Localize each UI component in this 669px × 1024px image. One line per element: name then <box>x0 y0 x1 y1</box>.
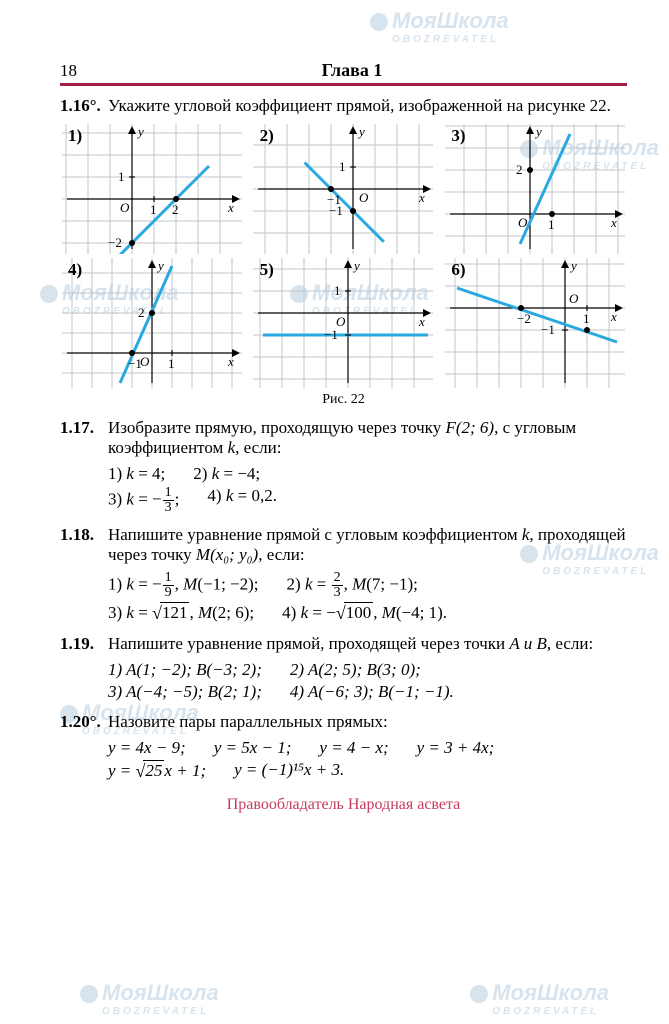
task-body: Напишите уравнение прямой с угловым коэф… <box>108 525 627 626</box>
sub-4: 4) k = 0,2. <box>207 486 277 515</box>
graph-6: 6) −2 1 −1 y x O <box>443 258 627 388</box>
sub-3: 3) A(−4; −5); B(2; 1); <box>108 682 262 702</box>
svg-text:1: 1 <box>548 217 555 232</box>
task-1-16: 1.16°. Укажите угловой коэффициент прямо… <box>60 96 627 116</box>
chapter-title: Глава 1 <box>77 60 627 81</box>
svg-text:2: 2 <box>138 305 145 320</box>
sub-4: 4) k = −√100, M(−4; 1). <box>282 602 447 624</box>
task-number: 1.20°. <box>60 712 108 784</box>
eq-4: y = 3 + 4x; <box>417 738 495 758</box>
watermark: МояШколаOBOZREVATEL <box>80 980 219 1017</box>
svg-text:−1: −1 <box>329 203 343 218</box>
task-number: 1.19. <box>60 634 108 704</box>
eq-1: y = 4x − 9; <box>108 738 186 758</box>
task-1-18: 1.18. Напишите уравнение прямой с угловы… <box>60 525 627 626</box>
svg-text:1: 1 <box>339 159 346 174</box>
svg-text:O: O <box>120 200 130 215</box>
sub-1: 1) k = −19, M(−1; −2); <box>108 571 259 600</box>
text: Изобразите прямую, проходящую через точк… <box>108 418 445 437</box>
svg-text:x: x <box>610 215 617 230</box>
eq-3: y = 4 − x; <box>319 738 388 758</box>
svg-text:1: 1 <box>150 202 157 217</box>
text: , если: <box>235 438 281 457</box>
svg-text:−1: −1 <box>324 327 338 342</box>
point: F(2; 6) <box>445 418 494 437</box>
svg-text:x: x <box>418 314 425 329</box>
svg-text:O: O <box>359 190 369 205</box>
svg-text:y: y <box>352 258 360 273</box>
svg-text:1: 1 <box>583 311 590 326</box>
svg-text:O: O <box>336 314 346 329</box>
task-number: 1.16°. <box>60 96 108 116</box>
graph-label: 4) <box>68 260 82 280</box>
page-content: 18 Глава 1 1.16°. Укажите угловой коэффи… <box>0 0 669 834</box>
svg-text:1: 1 <box>334 283 341 298</box>
svg-text:O: O <box>569 291 579 306</box>
svg-text:1: 1 <box>168 356 175 371</box>
svg-text:−2: −2 <box>517 311 531 326</box>
task-1-17: 1.17. Изобразите прямую, проходящую чере… <box>60 418 627 517</box>
graph-3: 3) 1 2 y x O <box>443 124 627 254</box>
svg-text:O: O <box>518 215 528 230</box>
svg-text:x: x <box>610 309 617 324</box>
text: Напишите уравнение прямой, проходящей че… <box>108 634 509 653</box>
task-1-19: 1.19. Напишите уравнение прямой, проходя… <box>60 634 627 704</box>
task-text: Укажите угловой коэффициент прямой, изоб… <box>108 96 627 116</box>
graph-label: 1) <box>68 126 82 146</box>
svg-text:y: y <box>156 258 164 273</box>
task-body: Изобразите прямую, проходящую через точк… <box>108 418 627 517</box>
graph-label: 6) <box>451 260 465 280</box>
sub-3: 3) k = −13; <box>108 486 179 515</box>
point: M(x₀; y₀) <box>196 545 258 564</box>
figure-22-graphs: 1)121−2yxO2)−11−1yxO3)12yxO4)−112yxO5)1−… <box>60 124 627 388</box>
ab: A и B <box>509 634 546 653</box>
svg-text:−2: −2 <box>108 235 122 250</box>
sub-2: 2) k = 23, M(7; −1); <box>287 571 418 600</box>
page-header: 18 Глава 1 <box>60 60 627 86</box>
eq-6: y = (−1)¹⁵x + 3. <box>234 760 344 782</box>
graph-label: 5) <box>260 260 274 280</box>
text: Напишите уравнение прямой с угловым коэф… <box>108 525 522 544</box>
sub-2: 2) k = −4; <box>193 464 260 484</box>
text: , если: <box>547 634 593 653</box>
figure-caption: Рис. 22 <box>60 392 627 408</box>
k: k <box>228 438 236 457</box>
eq-2: y = 5x − 1; <box>214 738 292 758</box>
svg-text:2: 2 <box>172 202 179 217</box>
sub-4: 4) A(−6; 3); B(−1; −1). <box>290 682 454 702</box>
sub-1: 1) A(1; −2); B(−3; 2); <box>108 660 262 680</box>
svg-text:x: x <box>227 354 234 369</box>
task-number: 1.18. <box>60 525 108 626</box>
sub-2: 2) A(2; 5); B(3; 0); <box>290 660 421 680</box>
sub-3: 3) k = √121, M(2; 6); <box>108 602 254 624</box>
graph-2: 2)−11−1yxO <box>252 124 436 254</box>
watermark: МояШколаOBOZREVATEL <box>470 980 609 1017</box>
task-body: Назовите пары параллельных прямых: y = 4… <box>108 712 627 784</box>
eq-5: y = √25x + 1; <box>108 760 206 782</box>
svg-text:−1: −1 <box>541 322 555 337</box>
graph-label: 2) <box>260 126 274 146</box>
svg-text:2: 2 <box>516 162 523 177</box>
graph-5: 5) 1 −1 y x O <box>252 258 436 388</box>
svg-text:y: y <box>136 124 144 139</box>
text: , если: <box>258 545 304 564</box>
svg-text:y: y <box>534 124 542 139</box>
graph-4: 4)−112yxO <box>60 258 244 388</box>
text: Назовите пары параллельных прямых: <box>108 712 388 731</box>
svg-text:x: x <box>418 190 425 205</box>
task-body: Напишите уравнение прямой, проходящей че… <box>108 634 627 704</box>
graph-1: 1)121−2yxO <box>60 124 244 254</box>
sub-1: 1) k = 4; <box>108 464 165 484</box>
task-number: 1.17. <box>60 418 108 517</box>
page-number: 18 <box>60 61 77 81</box>
owner-notice: Правообладатель Народная асвета <box>60 796 627 814</box>
task-1-20: 1.20°. Назовите пары параллельных прямых… <box>60 712 627 784</box>
svg-text:x: x <box>227 200 234 215</box>
svg-text:y: y <box>357 124 365 139</box>
svg-text:1: 1 <box>118 169 125 184</box>
svg-text:O: O <box>140 354 150 369</box>
graph-label: 3) <box>451 126 465 146</box>
svg-text:y: y <box>569 258 577 273</box>
